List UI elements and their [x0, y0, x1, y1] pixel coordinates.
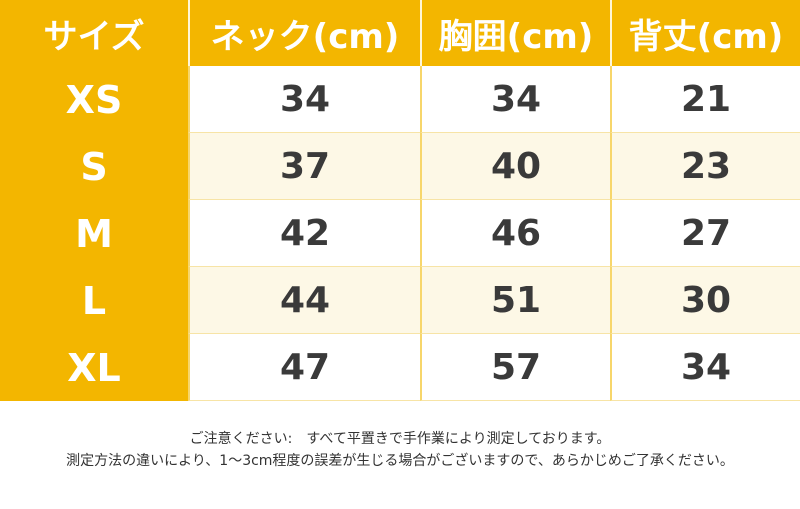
row-size-label: XS	[0, 66, 188, 133]
length-value: 23	[610, 133, 800, 200]
chest-value: 46	[420, 200, 610, 267]
row-size-label: M	[0, 200, 188, 267]
table-row: XL 47 57 34	[0, 334, 800, 401]
length-value: 34	[610, 334, 800, 401]
row-size-label: S	[0, 133, 188, 200]
header-size: サイズ	[0, 0, 188, 66]
neck-value: 42	[188, 200, 420, 267]
table-row: L 44 51 30	[0, 267, 800, 334]
chest-value: 51	[420, 267, 610, 334]
chest-value: 34	[420, 66, 610, 133]
length-value: 21	[610, 66, 800, 133]
table-row: XS 34 34 21	[0, 66, 800, 133]
notes-line-1: ご注意ください: すべて平置きで手作業により測定しております。	[189, 431, 611, 447]
size-chart-table: サイズ ネック(cm) 胸囲(cm) 背丈(cm) XS 34 34 21 S …	[0, 0, 800, 401]
neck-value: 44	[188, 267, 420, 334]
chest-value: 40	[420, 133, 610, 200]
header-length: 背丈(cm)	[610, 0, 800, 66]
row-size-label: XL	[0, 334, 188, 401]
header-row: サイズ ネック(cm) 胸囲(cm) 背丈(cm)	[0, 0, 800, 66]
neck-value: 47	[188, 334, 420, 401]
table-row: M 42 46 27	[0, 200, 800, 267]
measurement-notes: ご注意ください: すべて平置きで手作業により測定しております。 測定方法の違いに…	[0, 428, 800, 472]
length-value: 27	[610, 200, 800, 267]
neck-value: 37	[188, 133, 420, 200]
notes-line-2: 測定方法の違いにより、1～3cm程度の誤差が生じる場合がございますので、あらかじ…	[66, 453, 734, 469]
length-value: 30	[610, 267, 800, 334]
header-chest: 胸囲(cm)	[420, 0, 610, 66]
neck-value: 34	[188, 66, 420, 133]
header-neck: ネック(cm)	[188, 0, 420, 66]
chest-value: 57	[420, 334, 610, 401]
table-row: S 37 40 23	[0, 133, 800, 200]
row-size-label: L	[0, 267, 188, 334]
